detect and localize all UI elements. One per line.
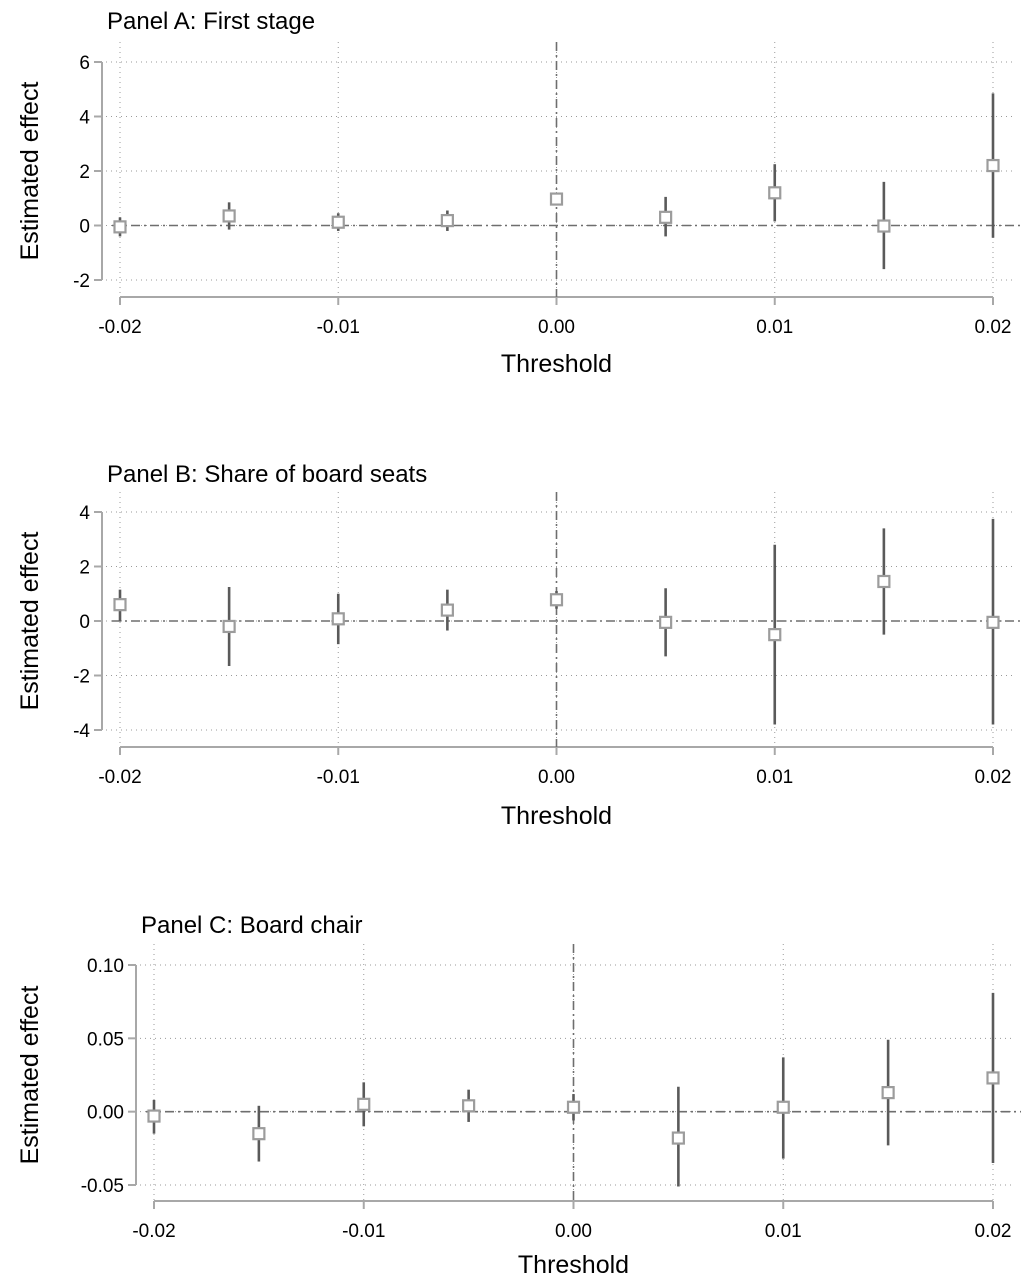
y-tick-label: 6 (79, 53, 90, 74)
point-estimate (877, 574, 891, 589)
x-tick-label: -0.01 (317, 767, 360, 788)
point-estimate (331, 215, 345, 229)
point-estimate (357, 1097, 371, 1111)
y-tick-label: 4 (79, 108, 90, 129)
point-estimate (113, 220, 127, 234)
y-tick-label: 0 (79, 612, 90, 633)
y-axis-title: Estimated effect (16, 82, 44, 261)
point-estimate (113, 598, 127, 612)
point-estimate (659, 210, 673, 224)
point-estimate (440, 603, 454, 617)
point-estimate (222, 619, 236, 634)
x-tick-label: 0.00 (555, 1221, 592, 1242)
point-estimate (659, 615, 673, 629)
x-tick-label: -0.02 (132, 1221, 175, 1242)
point-estimate (881, 1085, 895, 1100)
point-estimate (222, 209, 236, 223)
point-estimate (986, 1071, 1000, 1085)
point-estimate (671, 1131, 685, 1145)
panel-title: Panel C: Board chair (141, 912, 362, 939)
y-tick-label: 2 (79, 162, 90, 183)
point-estimate (549, 192, 564, 206)
y-tick-label: 0.10 (87, 956, 124, 977)
point-estimate (462, 1099, 476, 1113)
y-tick-label: 0.00 (87, 1103, 124, 1124)
y-tick-label: 0.05 (87, 1029, 124, 1050)
point-estimate (768, 628, 782, 642)
point-estimate (440, 213, 454, 228)
panel-title: Panel B: Share of board seats (107, 461, 427, 488)
point-estimate (986, 615, 1000, 629)
x-tick-label: 0.01 (756, 767, 793, 788)
y-tick-label: -0.05 (81, 1176, 124, 1197)
x-axis-title: Threshold (518, 1251, 629, 1279)
y-tick-label: -2 (73, 271, 90, 292)
panel-a: -2 0 2 4 6 -0.02 -0.01 0.00 0.01 0.02 Panel A: Fir… (16, 8, 1021, 378)
y-tick-label: 4 (79, 503, 90, 524)
x-tick-label: 0.01 (756, 317, 793, 338)
point-estimate (986, 158, 1000, 173)
point-estimate (252, 1127, 266, 1141)
point-estimate (566, 1100, 581, 1114)
y-tick-label: 0 (79, 217, 90, 238)
x-tick-label: 0.02 (975, 317, 1012, 338)
panel-c: -0.05 0.00 0.05 0.10 -0.02 -0.01 0.00 0.01 0.02 P… (16, 912, 1021, 1279)
point-estimate (549, 593, 564, 607)
x-tick-label: -0.01 (317, 317, 360, 338)
point-estimate (331, 612, 345, 626)
y-tick-label: -4 (73, 721, 90, 742)
panel-b: -4 -2 0 2 4 -0.02 -0.01 0.00 0.01 0.02 Panel B: Sh… (16, 461, 1021, 830)
y-axis-title: Estimated effect (16, 986, 44, 1165)
x-axis-title: Threshold (501, 350, 612, 378)
point-estimate (877, 219, 891, 233)
y-axis-title: Estimated effect (16, 532, 44, 711)
x-tick-label: 0.02 (975, 767, 1012, 788)
x-tick-label: 0.02 (975, 1221, 1012, 1242)
point-estimate (147, 1109, 161, 1123)
point-estimate (776, 1100, 790, 1114)
panel-title: Panel A: First stage (107, 8, 315, 35)
x-axis-title: Threshold (501, 802, 612, 830)
x-tick-label: -0.01 (342, 1221, 385, 1242)
x-tick-label: -0.02 (98, 767, 141, 788)
x-tick-label: 0.00 (538, 767, 575, 788)
y-tick-label: 2 (79, 558, 90, 579)
point-estimate (768, 186, 782, 200)
x-tick-label: -0.02 (98, 317, 141, 338)
y-tick-label: -2 (73, 667, 90, 688)
x-tick-label: 0.00 (538, 317, 575, 338)
x-tick-label: 0.01 (765, 1221, 802, 1242)
